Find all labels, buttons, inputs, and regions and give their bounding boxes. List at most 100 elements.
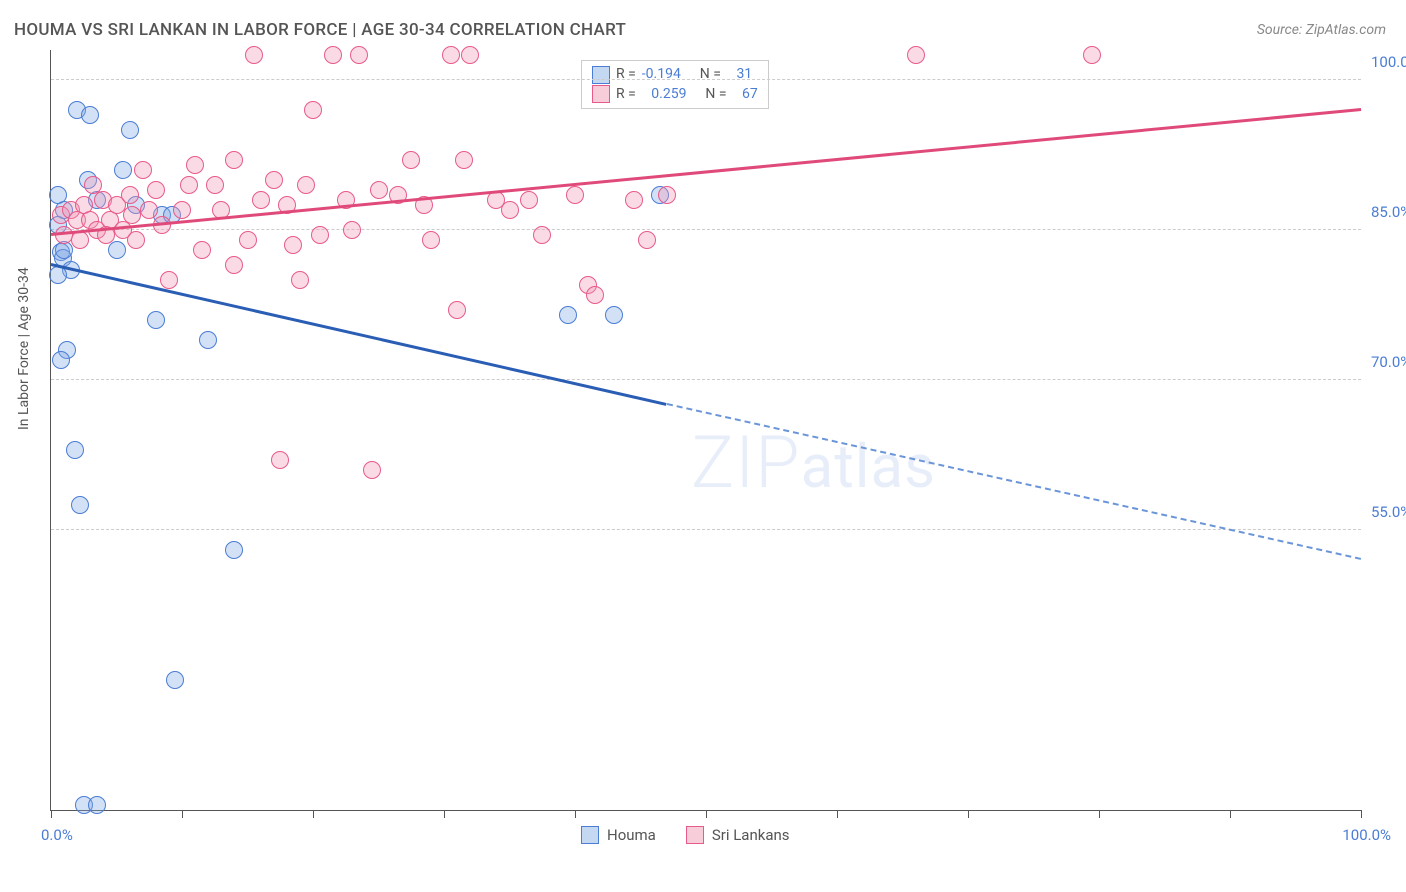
x-tick-label-max: 100.0% <box>1342 826 1391 844</box>
n-value-houma: 31 <box>736 65 752 85</box>
data-point <box>225 256 243 274</box>
legend-label: Sri Lankans <box>712 826 790 844</box>
data-point <box>324 46 342 64</box>
data-point <box>186 156 204 174</box>
data-point <box>88 796 106 814</box>
data-point <box>66 441 84 459</box>
x-tick <box>1230 810 1231 818</box>
data-point <box>71 496 89 514</box>
data-point <box>193 241 211 259</box>
swatch-icon <box>686 826 704 844</box>
data-point <box>84 176 102 194</box>
legend-label: Houma <box>607 826 656 844</box>
x-tick <box>706 810 707 818</box>
legend-item-srilankan: Sri Lankans <box>686 826 790 844</box>
gridline <box>51 529 1361 530</box>
data-point <box>180 176 198 194</box>
data-point <box>638 231 656 249</box>
data-point <box>173 201 191 219</box>
data-point <box>166 671 184 689</box>
x-tick <box>968 810 969 818</box>
data-point <box>350 46 368 64</box>
x-tick <box>837 810 838 818</box>
chart-container: HOUMA VS SRI LANKAN IN LABOR FORCE | AGE… <box>0 0 1406 892</box>
data-point <box>252 191 270 209</box>
y-tick-label: 85.0% <box>1371 203 1406 221</box>
legend-row-houma: R = -0.194 N = 31 <box>592 65 758 85</box>
data-point <box>271 451 289 469</box>
data-point <box>455 151 473 169</box>
x-tick <box>444 810 445 818</box>
data-point <box>225 151 243 169</box>
data-point <box>121 121 139 139</box>
data-point <box>225 541 243 559</box>
data-point <box>370 181 388 199</box>
data-point <box>520 191 538 209</box>
trend-line <box>51 263 667 405</box>
data-point <box>134 161 152 179</box>
data-point <box>147 181 165 199</box>
swatch-icon <box>581 826 599 844</box>
data-point <box>108 241 126 259</box>
x-tick <box>1099 810 1100 818</box>
data-point <box>265 171 283 189</box>
data-point <box>461 46 479 64</box>
x-tick <box>51 810 52 818</box>
correlation-legend: R = -0.194 N = 31 R = 0.259 N = 67 <box>581 60 769 109</box>
data-point <box>245 46 263 64</box>
data-point <box>448 301 466 319</box>
data-point <box>140 201 158 219</box>
r-label: R = <box>616 65 636 85</box>
data-point <box>239 231 257 249</box>
data-point <box>291 271 309 289</box>
data-point <box>304 101 322 119</box>
y-axis-label: In Labor Force | Age 30-34 <box>16 267 32 430</box>
legend-row-srilankan: R = 0.259 N = 67 <box>592 85 758 105</box>
r-value-srilankan: 0.259 <box>651 85 686 105</box>
data-point <box>343 221 361 239</box>
legend-item-houma: Houma <box>581 826 656 844</box>
data-point <box>284 236 302 254</box>
data-point <box>199 331 217 349</box>
x-tick <box>182 810 183 818</box>
data-point <box>422 231 440 249</box>
data-point <box>533 226 551 244</box>
gridline <box>51 379 1361 380</box>
data-point <box>501 201 519 219</box>
source-attribution: Source: ZipAtlas.com <box>1257 22 1386 38</box>
data-point <box>625 191 643 209</box>
x-tick-label-min: 0.0% <box>41 826 73 844</box>
x-tick <box>1361 810 1362 818</box>
trend-line-extrapolated <box>666 403 1361 560</box>
data-point <box>1083 46 1101 64</box>
data-point <box>363 461 381 479</box>
r-label: R = <box>616 85 636 105</box>
data-point <box>127 231 145 249</box>
swatch-icon <box>592 85 610 103</box>
data-point <box>114 161 132 179</box>
gridline <box>51 229 1361 230</box>
data-point <box>52 351 70 369</box>
plot-area: ZIPatlas R = -0.194 N = 31 R = 0.259 N =… <box>50 50 1361 811</box>
data-point <box>160 271 178 289</box>
series-legend: Houma Sri Lankans <box>581 826 790 844</box>
data-point <box>605 306 623 324</box>
data-point <box>566 186 584 204</box>
gridline <box>51 79 1361 80</box>
y-tick-label: 55.0% <box>1371 503 1406 521</box>
data-point <box>49 266 67 284</box>
x-tick <box>313 810 314 818</box>
data-point <box>402 151 420 169</box>
n-value-srilankan: 67 <box>742 85 758 105</box>
data-point <box>658 186 676 204</box>
watermark: ZIPatlas <box>691 420 936 505</box>
data-point <box>123 206 141 224</box>
data-point <box>311 226 329 244</box>
x-tick <box>575 810 576 818</box>
y-tick-label: 70.0% <box>1371 353 1406 371</box>
swatch-icon <box>592 66 610 84</box>
data-point <box>81 106 99 124</box>
data-point <box>907 46 925 64</box>
data-point <box>147 311 165 329</box>
data-point <box>297 176 315 194</box>
